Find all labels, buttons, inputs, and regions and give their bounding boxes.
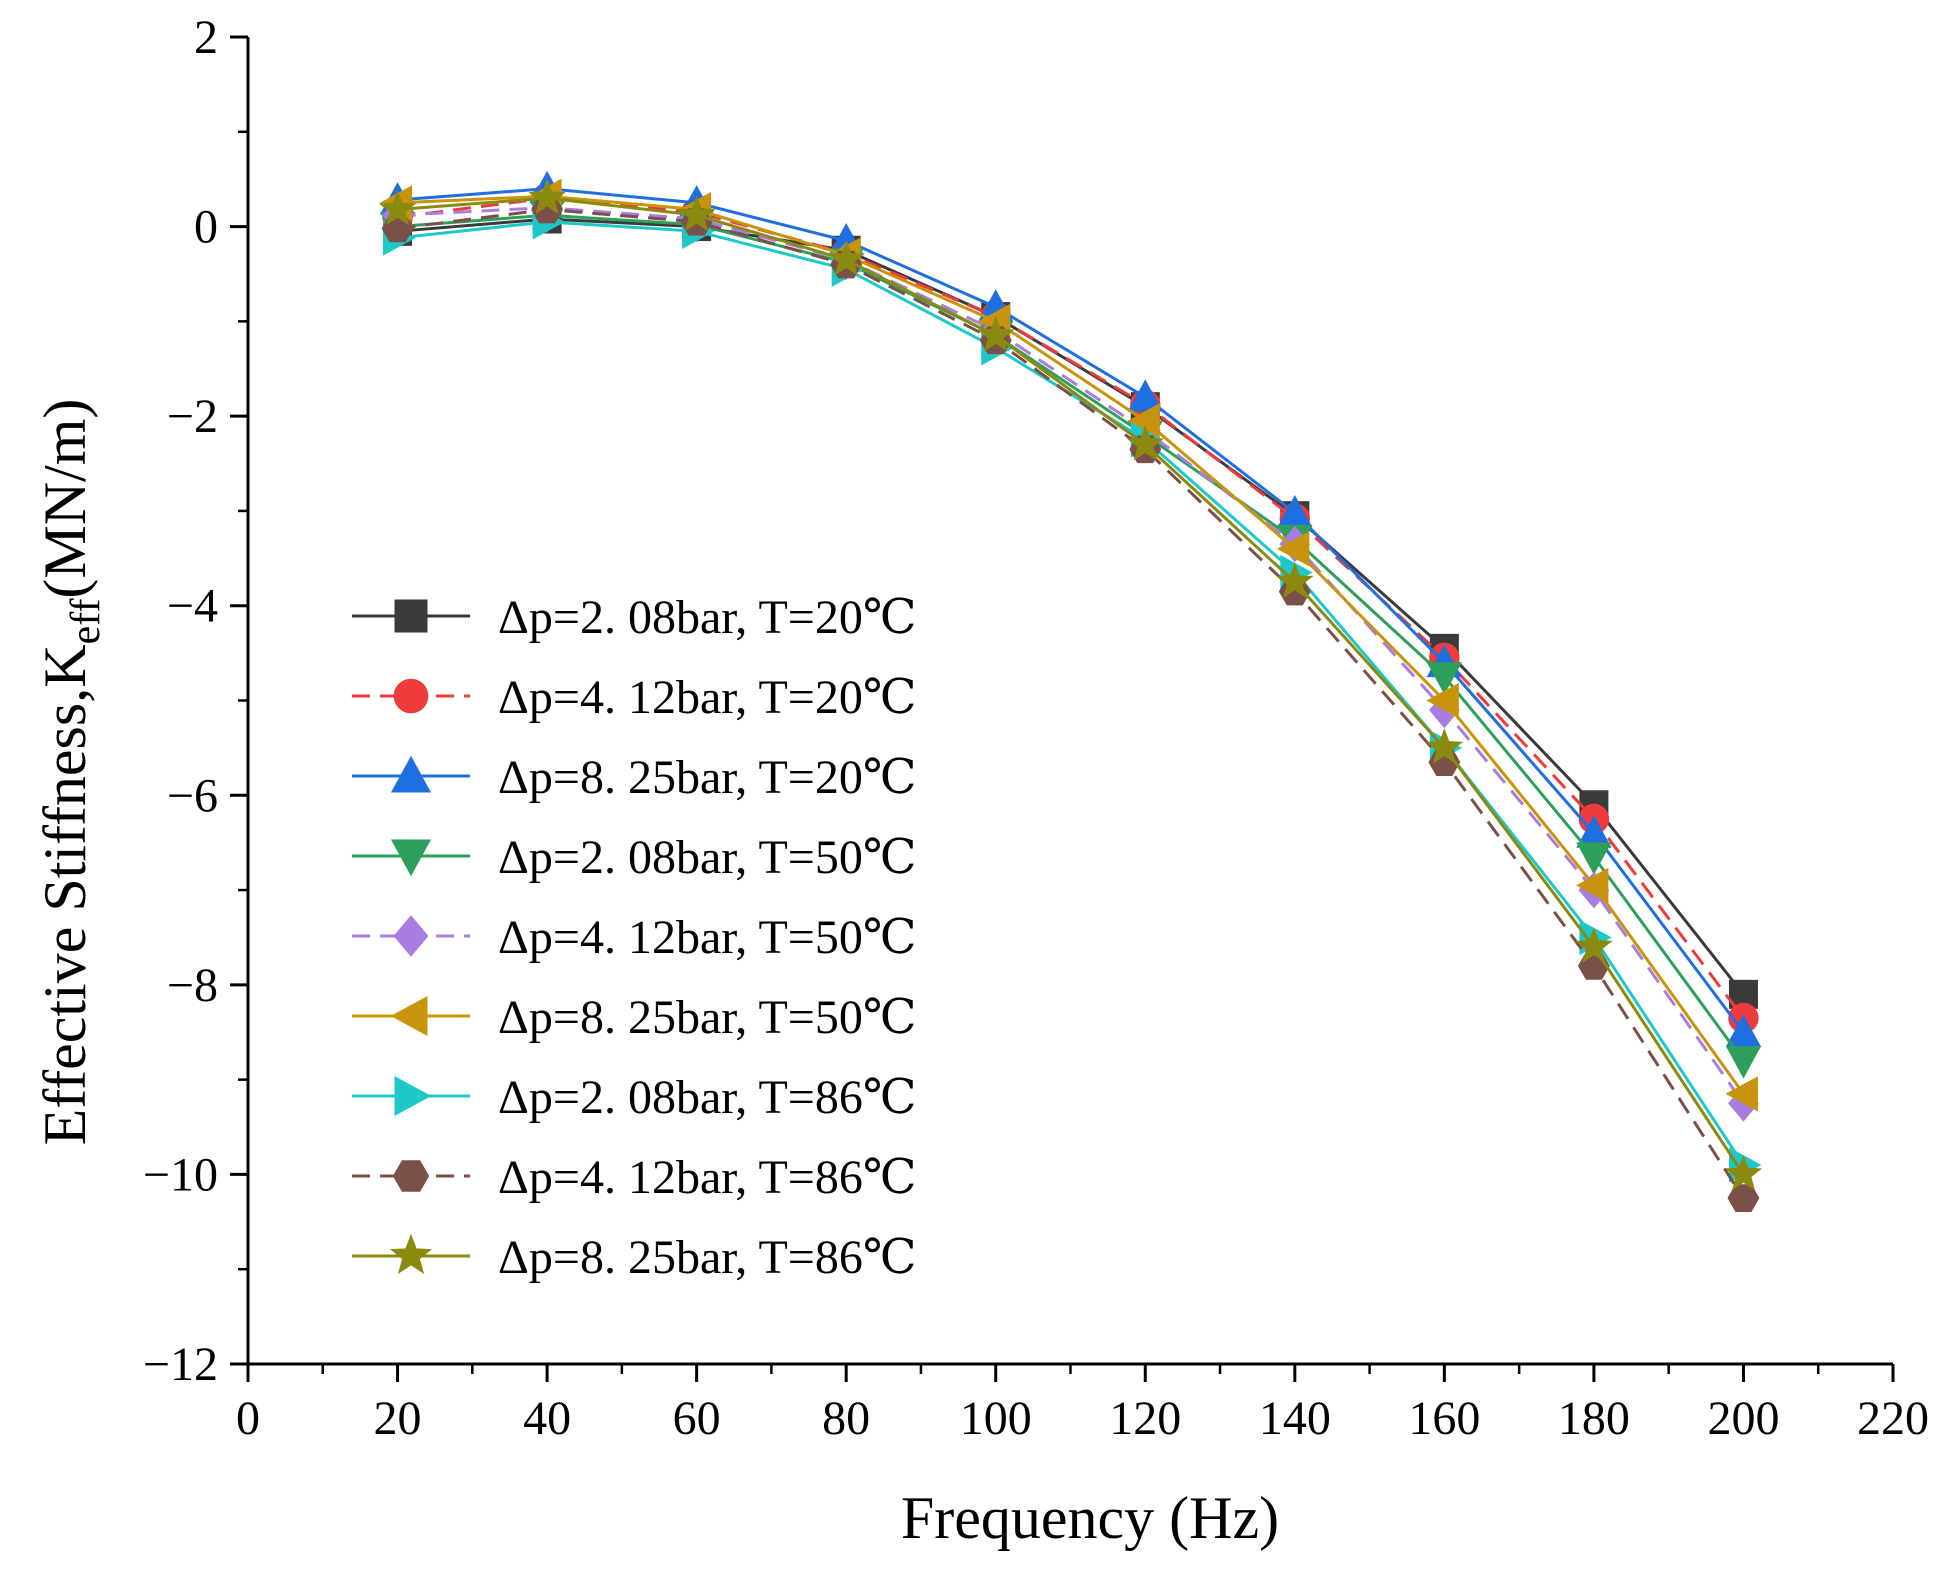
x-tick-label: 180 (1558, 1392, 1630, 1445)
x-tick-label: 140 (1259, 1392, 1331, 1445)
legend-marker (390, 995, 428, 1037)
legend-label: Δp=4. 12bar, T=86℃ (498, 1151, 917, 1204)
series-line (397, 206, 1745, 1105)
data-point (977, 315, 1015, 352)
x-tick-label: 100 (960, 1392, 1032, 1445)
legend-marker (393, 678, 429, 714)
y-tick-label: −10 (143, 1148, 218, 1201)
series-9 (378, 178, 1763, 1191)
x-tick-label: 80 (822, 1392, 870, 1445)
x-tick-label: 0 (236, 1392, 260, 1445)
legend-item-3: Δp=8. 25bar, T=20℃ (352, 751, 917, 804)
x-tick-label: 200 (1707, 1392, 1779, 1445)
y-axis-title-subscript: eff (63, 599, 109, 645)
data-point (1725, 1046, 1762, 1079)
legend-label: Δp=8. 25bar, T=50℃ (498, 991, 917, 1044)
x-tick-label: 120 (1109, 1392, 1181, 1445)
legend-label: Δp=4. 12bar, T=20℃ (498, 671, 917, 724)
legend-item-6: Δp=8. 25bar, T=50℃ (352, 991, 917, 1044)
legend-item-7: Δp=2. 08bar, T=86℃ (352, 1071, 917, 1124)
legend-item-8: Δp=4. 12bar, T=86℃ (352, 1151, 917, 1204)
series-line (397, 187, 1745, 1034)
y-tick-label: −8 (167, 959, 218, 1012)
data-point (1425, 728, 1464, 764)
legend-label: Δp=2. 08bar, T=20℃ (498, 591, 917, 644)
data-point (528, 178, 566, 215)
data-point (1724, 1154, 1763, 1191)
legend-label: Δp=4. 12bar, T=50℃ (498, 911, 917, 964)
series-5 (382, 189, 1759, 1122)
y-tick-label: −4 (167, 580, 218, 633)
y-axis-title-unit: (MN/m) (32, 399, 98, 599)
y-tick-label: −12 (143, 1338, 218, 1391)
legend-label: Δp=8. 25bar, T=20℃ (498, 751, 917, 804)
series-line (397, 213, 1745, 1062)
data-point (677, 195, 716, 232)
legend-item-2: Δp=4. 12bar, T=20℃ (352, 671, 917, 724)
x-tick-label: 20 (374, 1392, 422, 1445)
data-point (1426, 682, 1459, 719)
series-6 (379, 178, 1758, 1112)
data-point (1126, 424, 1164, 461)
legend-item-5: Δp=4. 12bar, T=50℃ (352, 911, 917, 964)
axes: 0 20 40 60 80 100 120 140 160 180 200 22020−2−4−6−8… (143, 11, 1929, 1445)
legend-item-1: Δp=2. 08bar, T=20℃ (352, 591, 917, 644)
x-tick-label: 160 (1408, 1392, 1480, 1445)
x-tick-label: 220 (1857, 1392, 1929, 1445)
data-point (1576, 867, 1609, 903)
data-point (827, 240, 865, 276)
data-point (1575, 927, 1613, 963)
plot-area (378, 170, 1763, 1212)
legend-label: Δp=8. 25bar, T=86℃ (498, 1231, 917, 1284)
legend-label: Δp=2. 08bar, T=50℃ (498, 831, 917, 884)
y-axis-title: Effective Stiffness,Keff(MN/m) (32, 399, 109, 1146)
series-line (397, 208, 1745, 1199)
legend-marker (394, 1075, 432, 1117)
data-point (1426, 662, 1463, 695)
legend-marker (393, 915, 429, 957)
legend-label: Δp=2. 08bar, T=86℃ (498, 1071, 917, 1124)
data-point (1276, 531, 1310, 567)
legend: Δp=2. 08bar, T=20℃ Δp=4. 12bar, T=20℃ Δp=8… (352, 591, 917, 1284)
data-point (1725, 1076, 1758, 1112)
y-tick-label: −2 (167, 390, 218, 443)
series-line (397, 196, 1745, 1176)
data-point (1576, 842, 1612, 875)
legend-item-4: Δp=2. 08bar, T=50℃ (352, 831, 917, 884)
y-tick-label: 2 (194, 11, 218, 64)
y-axis-title-main: Effective Stiffness,K (32, 644, 98, 1145)
y-tick-label: 0 (194, 201, 218, 254)
legend-marker (392, 1160, 430, 1192)
series-line (397, 194, 1745, 1095)
legend-marker (389, 1233, 433, 1274)
svg-text:Effective Stiffness,Keff(MN/m): Effective Stiffness,Keff(MN/m) (32, 399, 109, 1146)
x-tick-label: 40 (523, 1392, 571, 1445)
data-point (1276, 562, 1314, 598)
data-point (378, 189, 417, 226)
legend-marker (390, 755, 432, 793)
legend-marker (390, 839, 432, 877)
legend-marker (394, 599, 428, 633)
x-tick-label: 60 (673, 1392, 721, 1445)
legend-item-9: Δp=8. 25bar, T=86℃ (352, 1231, 917, 1284)
x-axis-title: Frequency (Hz) (901, 1485, 1279, 1551)
y-tick-label: −6 (167, 769, 218, 822)
